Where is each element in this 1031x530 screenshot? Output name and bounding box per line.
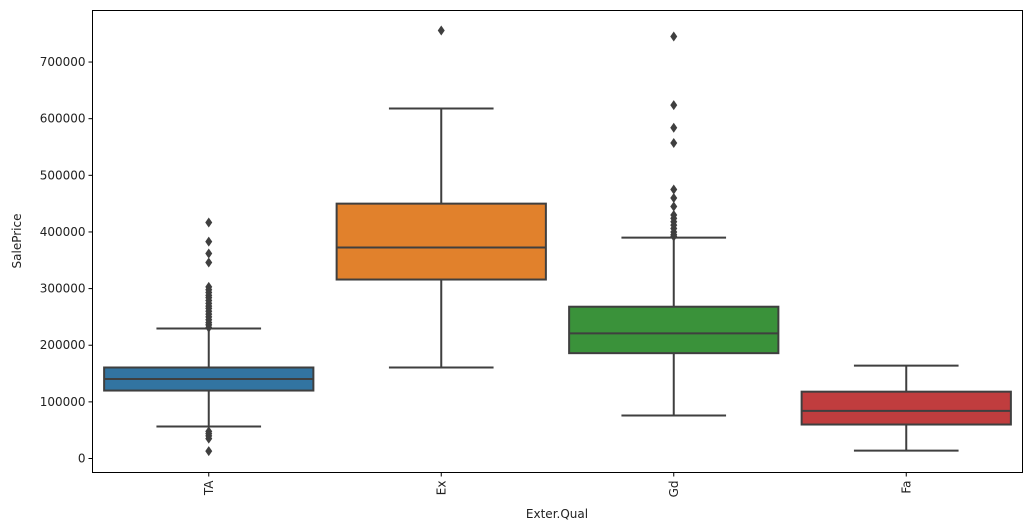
y-tick-label: 500000 [40, 168, 86, 182]
outlier-point [670, 184, 678, 195]
y-tick-label: 200000 [40, 338, 86, 352]
iqr-box [335, 202, 547, 281]
outlier-point [670, 31, 678, 42]
x-tick-label: Gd [667, 481, 681, 498]
iqr-box [800, 390, 1012, 426]
y-axis-label: SalePrice [10, 214, 24, 269]
outlier-point [205, 257, 213, 268]
y-tick-label: 300000 [40, 282, 86, 296]
outlier-point [437, 25, 445, 36]
outlier-point [670, 201, 678, 212]
box-TA [103, 217, 315, 457]
x-axis-label: Exter.Qual [526, 507, 588, 521]
y-tick-label: 100000 [40, 395, 86, 409]
y-tick-label: 700000 [40, 55, 86, 69]
box-Fa [800, 364, 1012, 452]
boxes [103, 25, 1012, 457]
outlier-point [670, 100, 678, 111]
outlier-point [205, 236, 213, 247]
box-Ex [335, 25, 547, 369]
box-Gd [568, 31, 780, 417]
outlier-point [670, 192, 678, 203]
outlier-point [205, 217, 213, 228]
outlier-point [205, 433, 213, 444]
outlier-point [205, 322, 213, 333]
outlier-point [670, 138, 678, 149]
outlier-point [205, 248, 213, 259]
iqr-box [568, 305, 780, 355]
y-tick-label: 0 [78, 452, 86, 466]
plot-frame [92, 10, 1023, 473]
outlier-point [205, 446, 213, 457]
outlier-point [670, 122, 678, 133]
y-tick-label: 400000 [40, 225, 86, 239]
x-axis: TA Ex Gd Fa [202, 472, 913, 498]
x-tick-label: TA [202, 480, 216, 496]
y-tick-label: 600000 [40, 112, 86, 126]
outlier-point [670, 231, 678, 242]
x-tick-label: Ex [434, 481, 448, 496]
y-axis: 0 100000 200000 300000 400000 500000 600000 700… [40, 55, 93, 466]
x-tick-label: Fa [899, 481, 913, 494]
